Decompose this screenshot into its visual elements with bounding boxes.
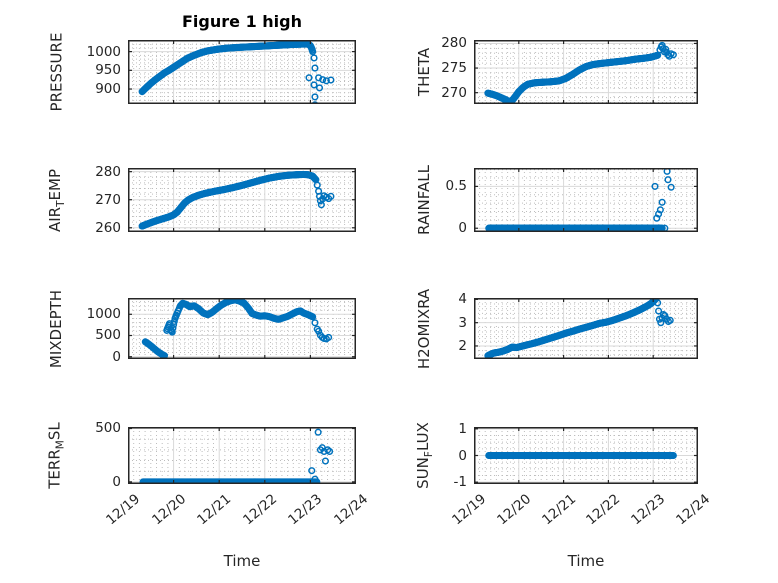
h2omixra-ytick-label: 3	[458, 314, 467, 331]
mixdepth-ytick-label: 0	[112, 348, 121, 365]
airtemp-ytick-label: 280	[95, 163, 121, 180]
pressure-ylabel: PRESSURE	[46, 32, 65, 112]
subplot-sunflux: -1 0 1 12/19 12/20 12/21 12/22 12/23 12/24 SUNFLU…	[413, 421, 713, 528]
sunflux-ytick-label: 0	[458, 447, 467, 464]
mixdepth-ylabel: MIXDEPTH	[47, 289, 66, 368]
sunflux-ytick-label: 1	[458, 420, 467, 437]
h2omixra-ylabel: H2OMIXRA	[415, 288, 434, 369]
sunflux-xtick-label: 12/24	[673, 491, 714, 529]
theta-ylabel: THETA	[415, 47, 434, 97]
x-axis-label-right: Time	[567, 552, 605, 570]
pressure-ytick-label: 1000	[86, 43, 121, 60]
airtemp-plot-area	[128, 168, 356, 232]
rainfall-ytick-label: 0.5	[445, 178, 467, 195]
airtemp-data-markers	[138, 170, 335, 230]
theta-ytick-label: 280	[441, 35, 467, 52]
mixdepth-ytick-label: 1000	[86, 306, 121, 323]
subplot-airtemp: 260 270 280 AIRTEMP	[46, 164, 356, 236]
rainfall-ylabel: RAINFALL	[414, 165, 433, 235]
subplot-theta: 270 275 280 THETA	[415, 35, 698, 104]
terrmsl-xtick-label: 12/24	[331, 491, 372, 529]
terrmsl-xtick-label: 12/22	[239, 491, 280, 529]
sunflux-xtick-label: 12/23	[628, 491, 669, 529]
terrmsl-ylabel: TERRMSL	[45, 422, 67, 489]
mixdepth-data-markers	[141, 298, 333, 359]
pressure-ytick-label: 950	[95, 62, 121, 79]
sunflux-data-markers	[485, 451, 677, 460]
terrmsl-xtick-label: 12/19	[103, 491, 144, 529]
theta-plot-area	[474, 40, 698, 104]
sunflux-xtick-label: 12/22	[583, 491, 624, 529]
h2omixra-ytick-label: 2	[458, 337, 467, 354]
airtemp-ytick-label: 270	[95, 191, 121, 208]
rainfall-ytick-label: 0	[458, 220, 467, 237]
sunflux-xtick-label: 12/19	[449, 491, 490, 529]
h2omixra-ytick-label: 4	[458, 291, 467, 308]
mixdepth-ytick-label: 500	[95, 327, 121, 344]
subplot-terrmsl: 0 500 12/19 12/20 12/21 12/22 12/23 12/24 TERRMS…	[46, 420, 371, 528]
subplot-h2omixra: 2 3 4 H2OMIXRA	[415, 288, 698, 369]
terrmsl-xtick-label: 12/23	[285, 491, 326, 529]
sunflux-xtick-label: 12/21	[538, 491, 579, 529]
airtemp-ytick-label: 260	[95, 219, 121, 236]
airtemp-ylabel: AIRTEMP	[45, 168, 67, 232]
theta-data-markers	[484, 41, 677, 104]
sunflux-ytick-label: -1	[453, 474, 467, 491]
x-axis-label-left: Time	[223, 552, 261, 570]
terrmsl-xtick-label: 12/20	[148, 491, 189, 529]
subplot-mixdepth: 0 500 1000 MIXDEPTH	[47, 289, 356, 368]
sunflux-ylabel: SUNFLUX	[413, 422, 435, 489]
terrmsl-ytick-label: 500	[95, 420, 121, 437]
figure-title: Figure 1 high	[182, 12, 302, 31]
terrmsl-xtick-label: 12/21	[194, 491, 235, 529]
sunflux-plot-area	[474, 427, 698, 484]
h2omixra-data-markers	[484, 298, 674, 359]
subplot-rainfall: 0 0.5 RAINFALL	[415, 165, 698, 236]
mixdepth-plot-area	[128, 298, 356, 359]
terrmsl-ytick-label: 0	[112, 473, 121, 490]
rainfall-plot-area	[474, 168, 698, 232]
pressure-ytick-label: 900	[95, 81, 121, 98]
pressure-plot-area	[128, 40, 356, 104]
theta-ytick-label: 270	[441, 84, 467, 101]
subplot-pressure: 900 950 1000 PRESSURE	[47, 33, 356, 111]
h2omixra-plot-area	[474, 298, 698, 359]
theta-ytick-label: 275	[441, 60, 467, 77]
terrmsl-plot-area	[128, 427, 356, 484]
sunflux-xtick-label: 12/20	[493, 491, 534, 529]
